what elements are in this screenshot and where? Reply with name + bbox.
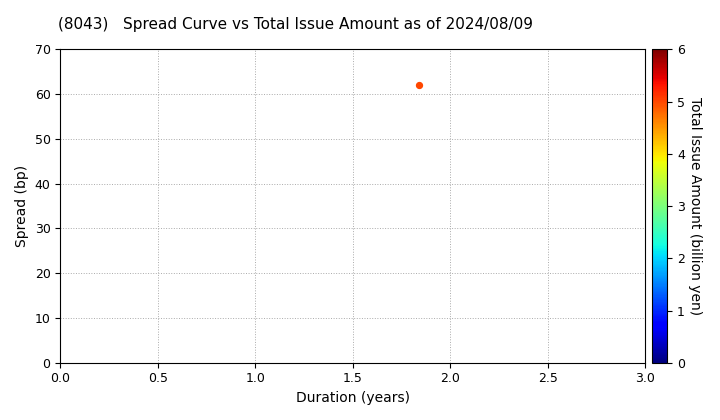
Text: (8043)   Spread Curve vs Total Issue Amount as of 2024/08/09: (8043) Spread Curve vs Total Issue Amoun… — [58, 17, 533, 32]
Point — [413, 82, 425, 89]
X-axis label: Duration (years): Duration (years) — [296, 391, 410, 405]
Y-axis label: Spread (bp): Spread (bp) — [15, 165, 29, 247]
Y-axis label: Total Issue Amount (billion yen): Total Issue Amount (billion yen) — [688, 97, 702, 315]
